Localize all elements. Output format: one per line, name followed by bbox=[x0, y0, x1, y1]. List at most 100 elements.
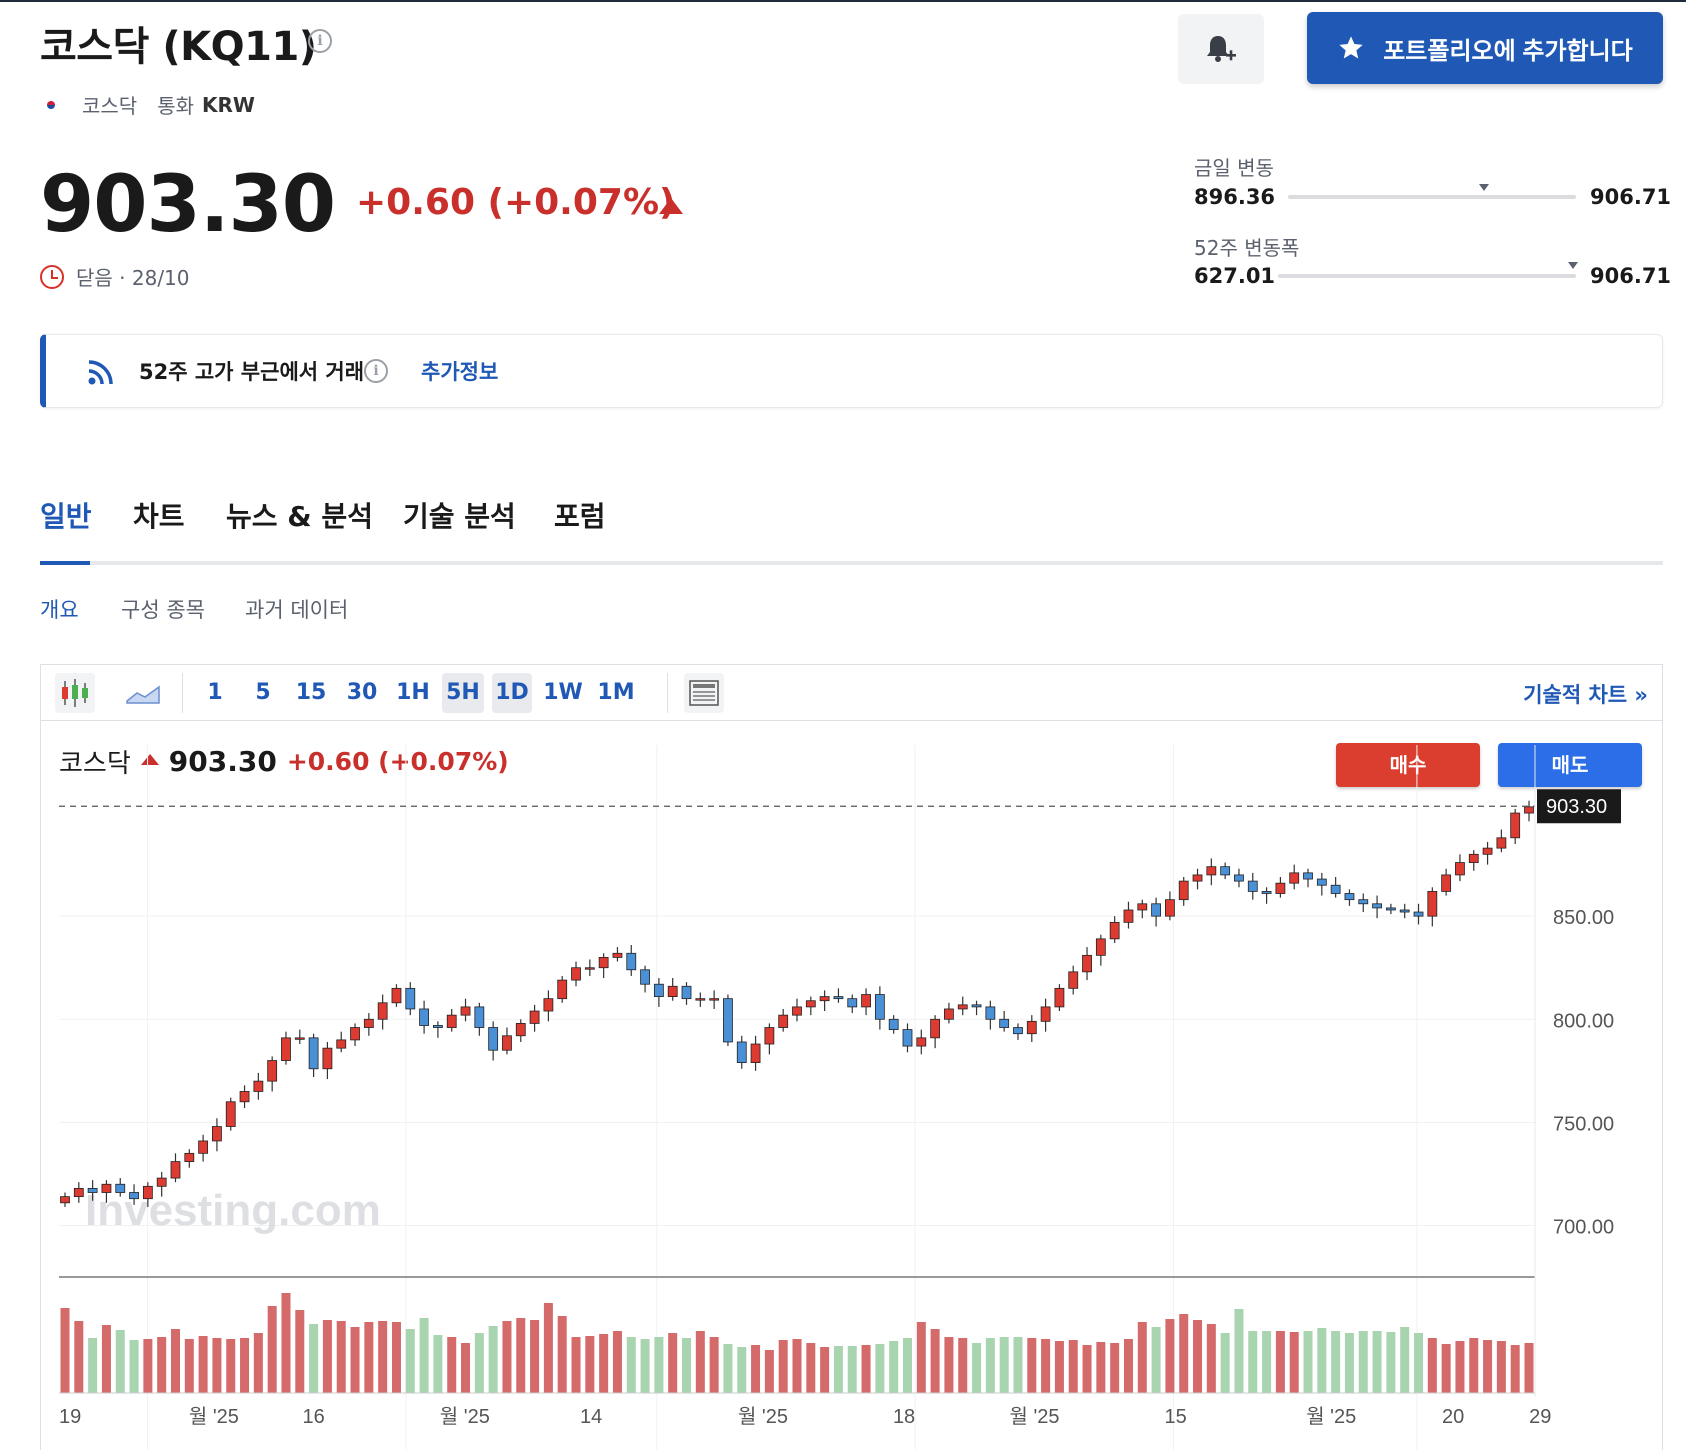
x-tick-label: 18 bbox=[893, 1406, 915, 1428]
interval-1w[interactable]: 1W bbox=[543, 680, 583, 705]
volume-bar bbox=[751, 1345, 761, 1393]
candle-body bbox=[1358, 899, 1369, 905]
interval-1mo[interactable]: 1M bbox=[597, 680, 635, 705]
volume-bar bbox=[378, 1321, 388, 1393]
y-tick-label: 800.00 bbox=[1553, 1010, 1614, 1032]
volume-bar bbox=[806, 1343, 816, 1393]
subtab-overview[interactable]: 개요 bbox=[40, 598, 79, 622]
candle-body bbox=[336, 1039, 347, 1049]
candle-body bbox=[571, 967, 581, 981]
candlestick-type-button[interactable] bbox=[55, 673, 95, 713]
volume-bar bbox=[571, 1337, 581, 1393]
tab-chart[interactable]: 차트 bbox=[133, 500, 185, 533]
interval-1h[interactable]: 1H bbox=[396, 680, 430, 705]
day-high: 906.71 bbox=[1590, 185, 1672, 209]
price-change: +0.60 (+0.07%) bbox=[356, 182, 676, 223]
volume-bar bbox=[1344, 1333, 1354, 1393]
volume-bar bbox=[1441, 1344, 1451, 1393]
candle-body bbox=[529, 1010, 540, 1024]
candle-body bbox=[957, 1004, 968, 1010]
interval-5m[interactable]: 5 bbox=[255, 680, 271, 705]
volume-bar bbox=[88, 1338, 98, 1393]
week52-range-bar bbox=[1278, 274, 1576, 278]
volume-bar bbox=[253, 1333, 263, 1393]
volume-bar bbox=[792, 1339, 802, 1393]
candle-body bbox=[999, 1018, 1010, 1028]
technical-chart-link[interactable]: 기술적 차트 » bbox=[1523, 683, 1648, 707]
interval-1m[interactable]: 1 bbox=[207, 680, 223, 705]
alert-bell-button[interactable] bbox=[1178, 14, 1264, 84]
candle-body bbox=[598, 957, 609, 969]
area-type-button[interactable] bbox=[123, 673, 163, 713]
candle-body bbox=[115, 1183, 126, 1193]
tab-forum[interactable]: 포럼 bbox=[554, 500, 606, 533]
candle-body bbox=[1385, 907, 1396, 911]
news-overlay-button[interactable] bbox=[684, 673, 724, 713]
tab-technical[interactable]: 기술 분석 bbox=[403, 500, 516, 533]
candle-body bbox=[1496, 837, 1507, 849]
volume-bar bbox=[1193, 1320, 1203, 1393]
subtab-components[interactable]: 구성 종목 bbox=[121, 598, 205, 622]
candle-body bbox=[1206, 866, 1217, 876]
candle-body bbox=[156, 1177, 167, 1187]
interval-1d[interactable]: 1D bbox=[492, 673, 532, 713]
volume-bar bbox=[1372, 1331, 1382, 1393]
subtab-historical[interactable]: 과거 데이터 bbox=[245, 598, 349, 622]
sell-button[interactable]: 매도 bbox=[1498, 743, 1642, 787]
candle-body bbox=[971, 1004, 982, 1008]
day-low: 896.36 bbox=[1194, 185, 1276, 209]
candle-body bbox=[1441, 874, 1452, 892]
volume-bar bbox=[778, 1340, 788, 1393]
up-arrow-icon bbox=[659, 198, 683, 214]
candle-body bbox=[1123, 909, 1134, 923]
week52-high: 906.71 bbox=[1590, 264, 1672, 288]
candle-body bbox=[874, 994, 885, 1020]
volume-bar bbox=[1400, 1327, 1410, 1393]
candle-body bbox=[1303, 872, 1313, 880]
interval-15m[interactable]: 15 bbox=[295, 680, 327, 705]
candle-body bbox=[1054, 987, 1065, 1008]
candle-body bbox=[1013, 1027, 1023, 1035]
volume-bar bbox=[405, 1329, 415, 1393]
price-chart[interactable]: 850.00800.00750.00700.00Investing.com903… bbox=[41, 665, 1662, 1450]
volume-bar bbox=[488, 1326, 498, 1393]
x-tick-label: 월 '25 bbox=[189, 1405, 239, 1428]
volume-bar bbox=[668, 1333, 678, 1393]
candle-body bbox=[308, 1037, 319, 1070]
info-icon[interactable]: i bbox=[308, 29, 332, 53]
volume-bar bbox=[1054, 1341, 1064, 1393]
candle-body bbox=[184, 1152, 195, 1162]
volume-bar bbox=[612, 1331, 622, 1393]
candle-body bbox=[1068, 971, 1079, 989]
candle-body bbox=[281, 1037, 291, 1061]
candle-body bbox=[1165, 899, 1175, 917]
add-to-portfolio-button[interactable]: 포트폴리오에 추가합니다 bbox=[1307, 12, 1663, 84]
exchange-name: 코스닥 bbox=[82, 94, 138, 118]
candle-body bbox=[322, 1047, 333, 1070]
candle-body bbox=[419, 1008, 429, 1026]
chart-up-arrow-icon bbox=[140, 754, 159, 765]
volume-bar bbox=[599, 1334, 609, 1393]
x-tick-label: 20 bbox=[1442, 1406, 1464, 1428]
volume-bar bbox=[958, 1338, 968, 1393]
candle-body bbox=[198, 1140, 209, 1154]
volume-bar bbox=[1331, 1331, 1341, 1393]
alert-info-icon[interactable]: i bbox=[364, 359, 388, 383]
volume-bar bbox=[295, 1310, 305, 1393]
candle-body bbox=[142, 1185, 153, 1200]
currency-label: 통화 bbox=[157, 94, 195, 118]
interval-5h[interactable]: 5H bbox=[442, 673, 484, 713]
volume-bar bbox=[115, 1330, 125, 1393]
buy-button[interactable]: 매수 bbox=[1336, 743, 1480, 787]
active-tab-indicator bbox=[40, 561, 90, 565]
page-title: 코스닥 (KQ11) bbox=[40, 24, 317, 70]
interval-30m[interactable]: 30 bbox=[346, 680, 378, 705]
chart-header: 코스닥 903.30 +0.60 (+0.07%) bbox=[59, 743, 509, 780]
volume-bar bbox=[902, 1338, 912, 1393]
volume-bar bbox=[557, 1316, 567, 1393]
volume-bar bbox=[985, 1338, 995, 1393]
more-info-link[interactable]: 추가정보 bbox=[421, 360, 499, 384]
tab-news-analysis[interactable]: 뉴스 & 분석 bbox=[226, 500, 373, 533]
volume-bar bbox=[516, 1318, 526, 1393]
tab-general[interactable]: 일반 bbox=[40, 500, 92, 533]
